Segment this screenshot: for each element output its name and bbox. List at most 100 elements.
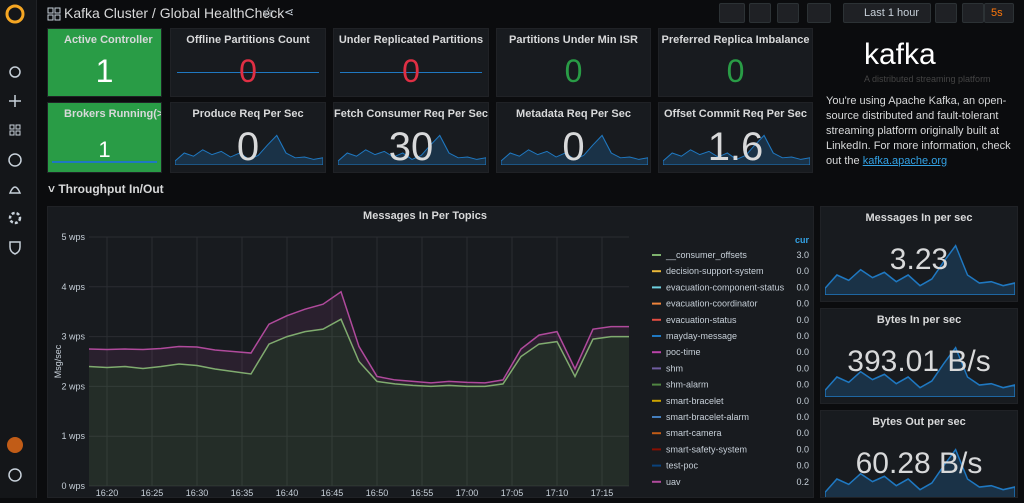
legend-value: 0.0 [796,363,809,373]
x-tick-label: 16:35 [231,488,254,498]
legend-value: 0.0 [796,282,809,292]
info-text: You're using Apache Kafka, an open-sourc… [826,95,1011,167]
gauge-line [340,72,482,73]
x-tick-label: 16:45 [321,488,344,498]
legend-value: 0.0 [796,396,809,406]
info-text-block: You're using Apache Kafka, an open-sourc… [826,94,1016,169]
y-tick-label: 4 wps [61,282,85,292]
logo[interactable] [5,4,25,24]
x-tick-label: 16:30 [186,488,209,498]
series-line [88,318,629,388]
legend-name: shm-alarm [666,380,709,390]
zoom-out-button[interactable] [935,3,957,23]
kafka-tagline: A distributed streaming platform [864,74,991,84]
tv-button[interactable] [807,3,831,23]
x-tick-label: 16:20 [96,488,119,498]
config-icon[interactable] [8,211,22,225]
stat-panel: Metadata Req Per Sec 0 [496,102,651,173]
avatar[interactable] [7,437,23,453]
x-tick-label: 16:50 [366,488,389,498]
row-title[interactable]: ˅ Throughput In/Out [48,182,164,196]
refresh-interval[interactable]: 5s [984,3,1014,23]
sparkline-area [825,346,1015,397]
stat-title: Partitions Under Min ISR [509,34,638,46]
row-title-text: Throughput In/Out [58,182,164,196]
sparkline-area [175,134,323,165]
share-icon[interactable]: ⋖ [284,5,295,19]
side-stat-panel: Bytes Out per sec 60.28 B/s [820,410,1018,498]
stat-value: 3.23 [889,243,949,276]
stat-panel: Offline Partitions Count 0 [170,28,326,97]
legend-name: mayday-message [666,331,737,341]
create-icon[interactable] [9,95,21,107]
alerting-icon[interactable] [8,186,22,194]
stat-title: Offline Partitions Count [186,34,310,46]
stat-title: Fetch Consumer Req Per Sec [334,108,488,120]
graph-panel: Messages In Per Topics Msg/sec 0 wps 1 wps 2… [47,206,814,498]
stat-title: Brokers Running(>= [64,108,161,120]
dashboard-title[interactable]: Kafka Cluster / Global HealthCheck [64,5,285,21]
y-tick-label: 3 wps [61,332,85,342]
stat-value: 393.01 B/s [847,345,991,378]
sparkline [175,134,323,165]
add-panel-button[interactable] [719,3,745,23]
sidebar [0,0,37,498]
legend-name: decision-support-system [666,266,764,276]
stat-title: Preferred Replica Imbalance [661,34,810,46]
stat-value: 1.6 [707,125,764,169]
sparkline [825,448,1015,497]
save-button[interactable] [749,3,771,23]
stat-panel: Under Replicated Partitions 0 [333,28,489,97]
explore-icon[interactable] [8,153,22,167]
legend-name: shm [666,363,683,373]
x-tick-label: 17:10 [546,488,569,498]
legend-name: evacuation-coordinator [666,299,758,309]
time-picker[interactable]: Last 1 hour [843,3,931,23]
sparkline-area [663,134,810,165]
stat-panel: Partitions Under Min ISR 0 [496,28,651,97]
stat-title: Produce Req Per Sec [192,108,304,120]
series-area [89,291,629,387]
graph-title: Messages In Per Topics [363,210,487,222]
graph: Messages In Per Topics Msg/sec 0 wps 1 wps 2… [53,210,809,497]
legend-name: smart-bracelet-alarm [666,412,749,422]
stat-value: 0 [564,53,583,89]
gauge-line [52,161,157,163]
stat-panel: Brokers Running(>= 1 [47,102,162,173]
settings-button[interactable] [777,3,799,23]
stat-value: 0 [562,125,585,169]
star-icon[interactable]: ☆ [262,4,275,20]
legend-header: cur [795,235,810,245]
series-area [89,319,629,486]
sparkline [825,244,1015,295]
legend-name: smart-safety-system [666,444,747,454]
stat-title: Active Controller [64,34,153,46]
stat-title: Metadata Req Per Sec [516,108,631,120]
y-tick-label: 0 wps [61,481,85,491]
info-link[interactable]: kafka.apache.org [862,155,948,167]
legend-value: 0.0 [796,461,809,471]
gauge-line [177,72,319,73]
legend-value: 0.0 [796,428,809,438]
dashboards-icon[interactable] [9,124,21,136]
sparkline [338,134,486,165]
stat-panel: Active Controller 1 [47,28,162,97]
admin-icon[interactable] [9,241,21,255]
help-icon[interactable] [8,468,22,482]
top-bar: Kafka Cluster / Global HealthCheck ☆ ⋖ L… [37,0,1024,26]
sparkline [501,134,648,165]
x-tick-label: 16:25 [141,488,164,498]
stat-title: Bytes In per sec [876,314,962,326]
legend-name: evacuation-component-status [666,282,785,292]
refresh-button[interactable] [962,3,984,23]
stat-panel: Offset Commit Req Per Sec 1.6 [658,102,813,173]
sparkline-area [338,134,486,165]
x-tick-label: 16:40 [276,488,299,498]
search-icon[interactable] [9,66,21,78]
stat-panel: Preferred Replica Imbalance 0 [658,28,813,97]
legend-value: 0.0 [796,315,809,325]
stat-value: 60.28 B/s [855,447,983,480]
legend-value: 3.0 [796,250,809,260]
side-stat-panel: Bytes In per sec 393.01 B/s [820,308,1018,404]
